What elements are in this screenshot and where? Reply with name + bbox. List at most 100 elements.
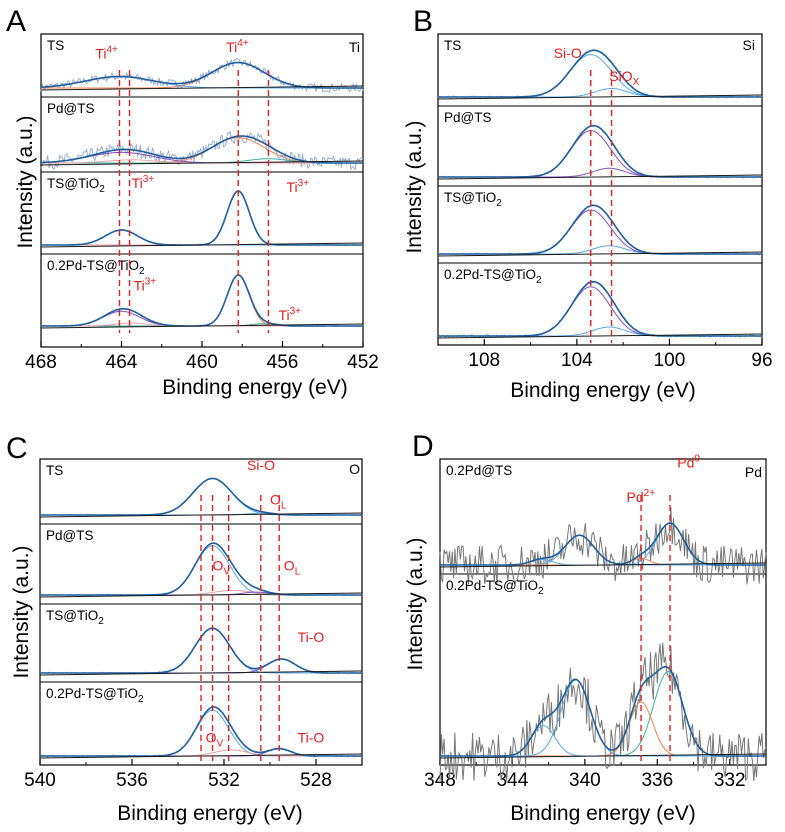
- panel-b-sample-subscript: 2: [536, 275, 542, 286]
- panel-c-sample-label: Pd@TS: [46, 528, 93, 543]
- panel-b-sample-label: Pd@TS: [444, 110, 491, 125]
- panel-c-peak-label-sub: V: [223, 567, 230, 578]
- panel-a-element-label: Ti: [349, 39, 360, 55]
- panel-c-frame: [39, 458, 363, 766]
- panel-b: B 108 104 100 96TSPd@TSTS@TiO20.2Pd-TS@TiO2…: [403, 5, 773, 402]
- panel-c-peak-label-text: O: [206, 730, 217, 746]
- panel-a-sample-label: Pd@TS: [47, 101, 94, 116]
- panel-b-sample-name: Pd@TS: [444, 110, 491, 125]
- panel-b-peak-label: SiOX: [609, 68, 639, 88]
- panel-b-sample-name: TS@TiO: [444, 190, 496, 205]
- panel-b-xtick-label: 100: [654, 350, 686, 371]
- panel-a-fit-envelope: [41, 190, 363, 246]
- panel-d-raw-spectrum: [439, 642, 767, 782]
- panel-c-sample-name: Pd@TS: [46, 528, 93, 543]
- panel-b-xtick-label: 104: [561, 350, 593, 371]
- panel-a-xtick-label: 452: [347, 352, 379, 373]
- panel-b-peak-label-text: SiO: [609, 68, 632, 84]
- panel-a-ylabel: Intensity (a.u.): [14, 115, 37, 248]
- panel-c-sample-name: 0.2Pd-TS@TiO: [46, 686, 138, 701]
- panel-a: A 468 464 460 456 452TSPd@TSTS@TiO20.2Pd-TS@…: [6, 5, 379, 399]
- panel-d-peak-label-sup: 2+: [644, 488, 656, 499]
- panel-a-plot: 468 464 460 456 452TSPd@TSTS@TiO20.2Pd-TS@Ti…: [25, 33, 379, 373]
- panel-d-fit-component: [440, 534, 766, 566]
- panel-d-fit-component: [440, 679, 766, 757]
- panel-a-baseline: [40, 323, 364, 329]
- panel-b-baseline: [437, 251, 763, 257]
- panel-d-peak-label: Pd0: [677, 453, 700, 470]
- panel-a-peak-label: Ti3+: [132, 174, 155, 191]
- panel-a-raw-spectrum: [40, 130, 364, 172]
- panel-a-fit-component: [41, 310, 363, 327]
- panel-c-peak-label: OV: [206, 730, 224, 750]
- panel-c-peak-label-text: O: [284, 558, 295, 574]
- panel-c-peak-label: Ti-O: [298, 629, 325, 645]
- panel-c-peak-label: OV: [213, 558, 231, 578]
- panel-d-peak-label-text: Pd: [627, 489, 644, 505]
- panel-a-peak-label-text: Ti: [287, 179, 298, 195]
- panel-c-sample-subscript: 2: [98, 616, 104, 627]
- panel-a-sample-subscript: 2: [99, 184, 105, 195]
- panel-b-xlabel: Binding energy (eV): [510, 379, 696, 402]
- panel-a-peak-label-sup: 4+: [106, 44, 118, 55]
- panel-a-xlabel: Binding energy (eV): [162, 376, 348, 399]
- panel-a-raw-spectrum: [40, 274, 364, 328]
- panel-a-baseline: [40, 85, 364, 91]
- panel-c-xtick-label: 532: [208, 770, 240, 791]
- panel-d-plot: 348 344 340 336 3320.2Pd@TS0.2Pd-TS@TiO2Pd2+…: [424, 453, 767, 791]
- panel-b-baseline: [437, 94, 763, 100]
- panel-d-peak-label-sup: 0: [694, 453, 700, 464]
- panel-c-plot: 540 536 532 528TSPd@TSTS@TiO20.2Pd-TS@TiO2S…: [24, 457, 363, 791]
- panel-d-xtick-label: 340: [569, 770, 601, 791]
- panel-b-letter: B: [413, 5, 433, 38]
- panel-c: C 540 536 532 528TSPd@TSTS@TiO20.2Pd-TS@TiO…: [6, 432, 363, 825]
- panel-a-peak-label: Ti3+: [134, 277, 157, 294]
- panel-d-baseline: [439, 753, 767, 759]
- panel-d-peak-label-text: Pd: [677, 454, 694, 470]
- panel-a-peak-label: Ti3+: [287, 178, 310, 195]
- panel-d-sample-name: 0.2Pd@TS: [446, 463, 512, 478]
- panel-c-peak-label-sub: L: [295, 567, 301, 578]
- panel-d-xtick-label: 332: [714, 770, 746, 791]
- panel-a-sample-label: TS: [47, 38, 64, 53]
- panel-d-element-label: Pd: [745, 464, 762, 480]
- panel-a-baseline: [40, 242, 364, 248]
- panel-a-baseline: [40, 160, 364, 166]
- panel-d-sample-subscript: 2: [538, 586, 544, 597]
- panel-b-fit-envelope: [438, 124, 762, 178]
- panel-d-fit-envelope: [440, 665, 766, 757]
- panel-c-element-label: O: [349, 461, 360, 477]
- panel-b-sample-label: TS: [444, 38, 461, 53]
- panel-a-letter: A: [6, 5, 26, 38]
- panel-c-peak-label-sub: V: [216, 739, 223, 750]
- panel-b-baseline: [437, 174, 763, 180]
- panel-d: D 348 344 340 336 3320.2Pd@TS0.2Pd-TS@TiO2Pd…: [404, 430, 767, 825]
- panel-b-plot: 108 104 100 96TSPd@TSTS@TiO20.2Pd-TS@TiO2Si…: [437, 33, 773, 371]
- panel-c-fit-envelope: [40, 477, 362, 516]
- panel-c-sample-subscript: 2: [138, 694, 144, 705]
- panel-a-sample-name: TS@TiO: [47, 176, 99, 191]
- panel-d-peak-label: Pd2+: [627, 488, 656, 505]
- panel-a-xtick-label: 460: [186, 352, 218, 373]
- panel-d-sample-name: 0.2Pd-TS@TiO: [446, 578, 538, 593]
- panel-d-frame: [439, 458, 767, 766]
- panel-d-letter: D: [412, 430, 434, 463]
- panel-b-sample-subscript: 2: [496, 198, 502, 209]
- panel-b-fit-envelope: [438, 280, 762, 337]
- panel-a-xtick-label: 456: [267, 352, 299, 373]
- panel-a-peak-label-text: Ti: [95, 45, 106, 61]
- panel-d-ylabel: Intensity (a.u.): [404, 537, 427, 670]
- panel-c-peak-label-text: Si-O: [247, 457, 275, 473]
- panel-c-peak-label-sub: L: [281, 500, 287, 511]
- panel-c-letter: C: [6, 432, 28, 465]
- panel-d-sample-label: 0.2Pd@TS: [446, 463, 512, 478]
- panel-c-sample-label: TS: [46, 463, 63, 478]
- panel-c-baseline: [39, 670, 363, 676]
- panel-a-sample-subscript: 2: [139, 266, 145, 277]
- panel-c-peak-label: Ti-O: [298, 730, 325, 746]
- panel-c-peak-label-text: O: [270, 491, 281, 507]
- panel-a-peak-label: Ti3+: [278, 306, 301, 323]
- panel-b-sample-name: 0.2Pd-TS@TiO: [444, 267, 536, 282]
- panel-a-peak-label-sup: 3+: [290, 306, 302, 317]
- panel-d-xtick-label: 336: [641, 770, 673, 791]
